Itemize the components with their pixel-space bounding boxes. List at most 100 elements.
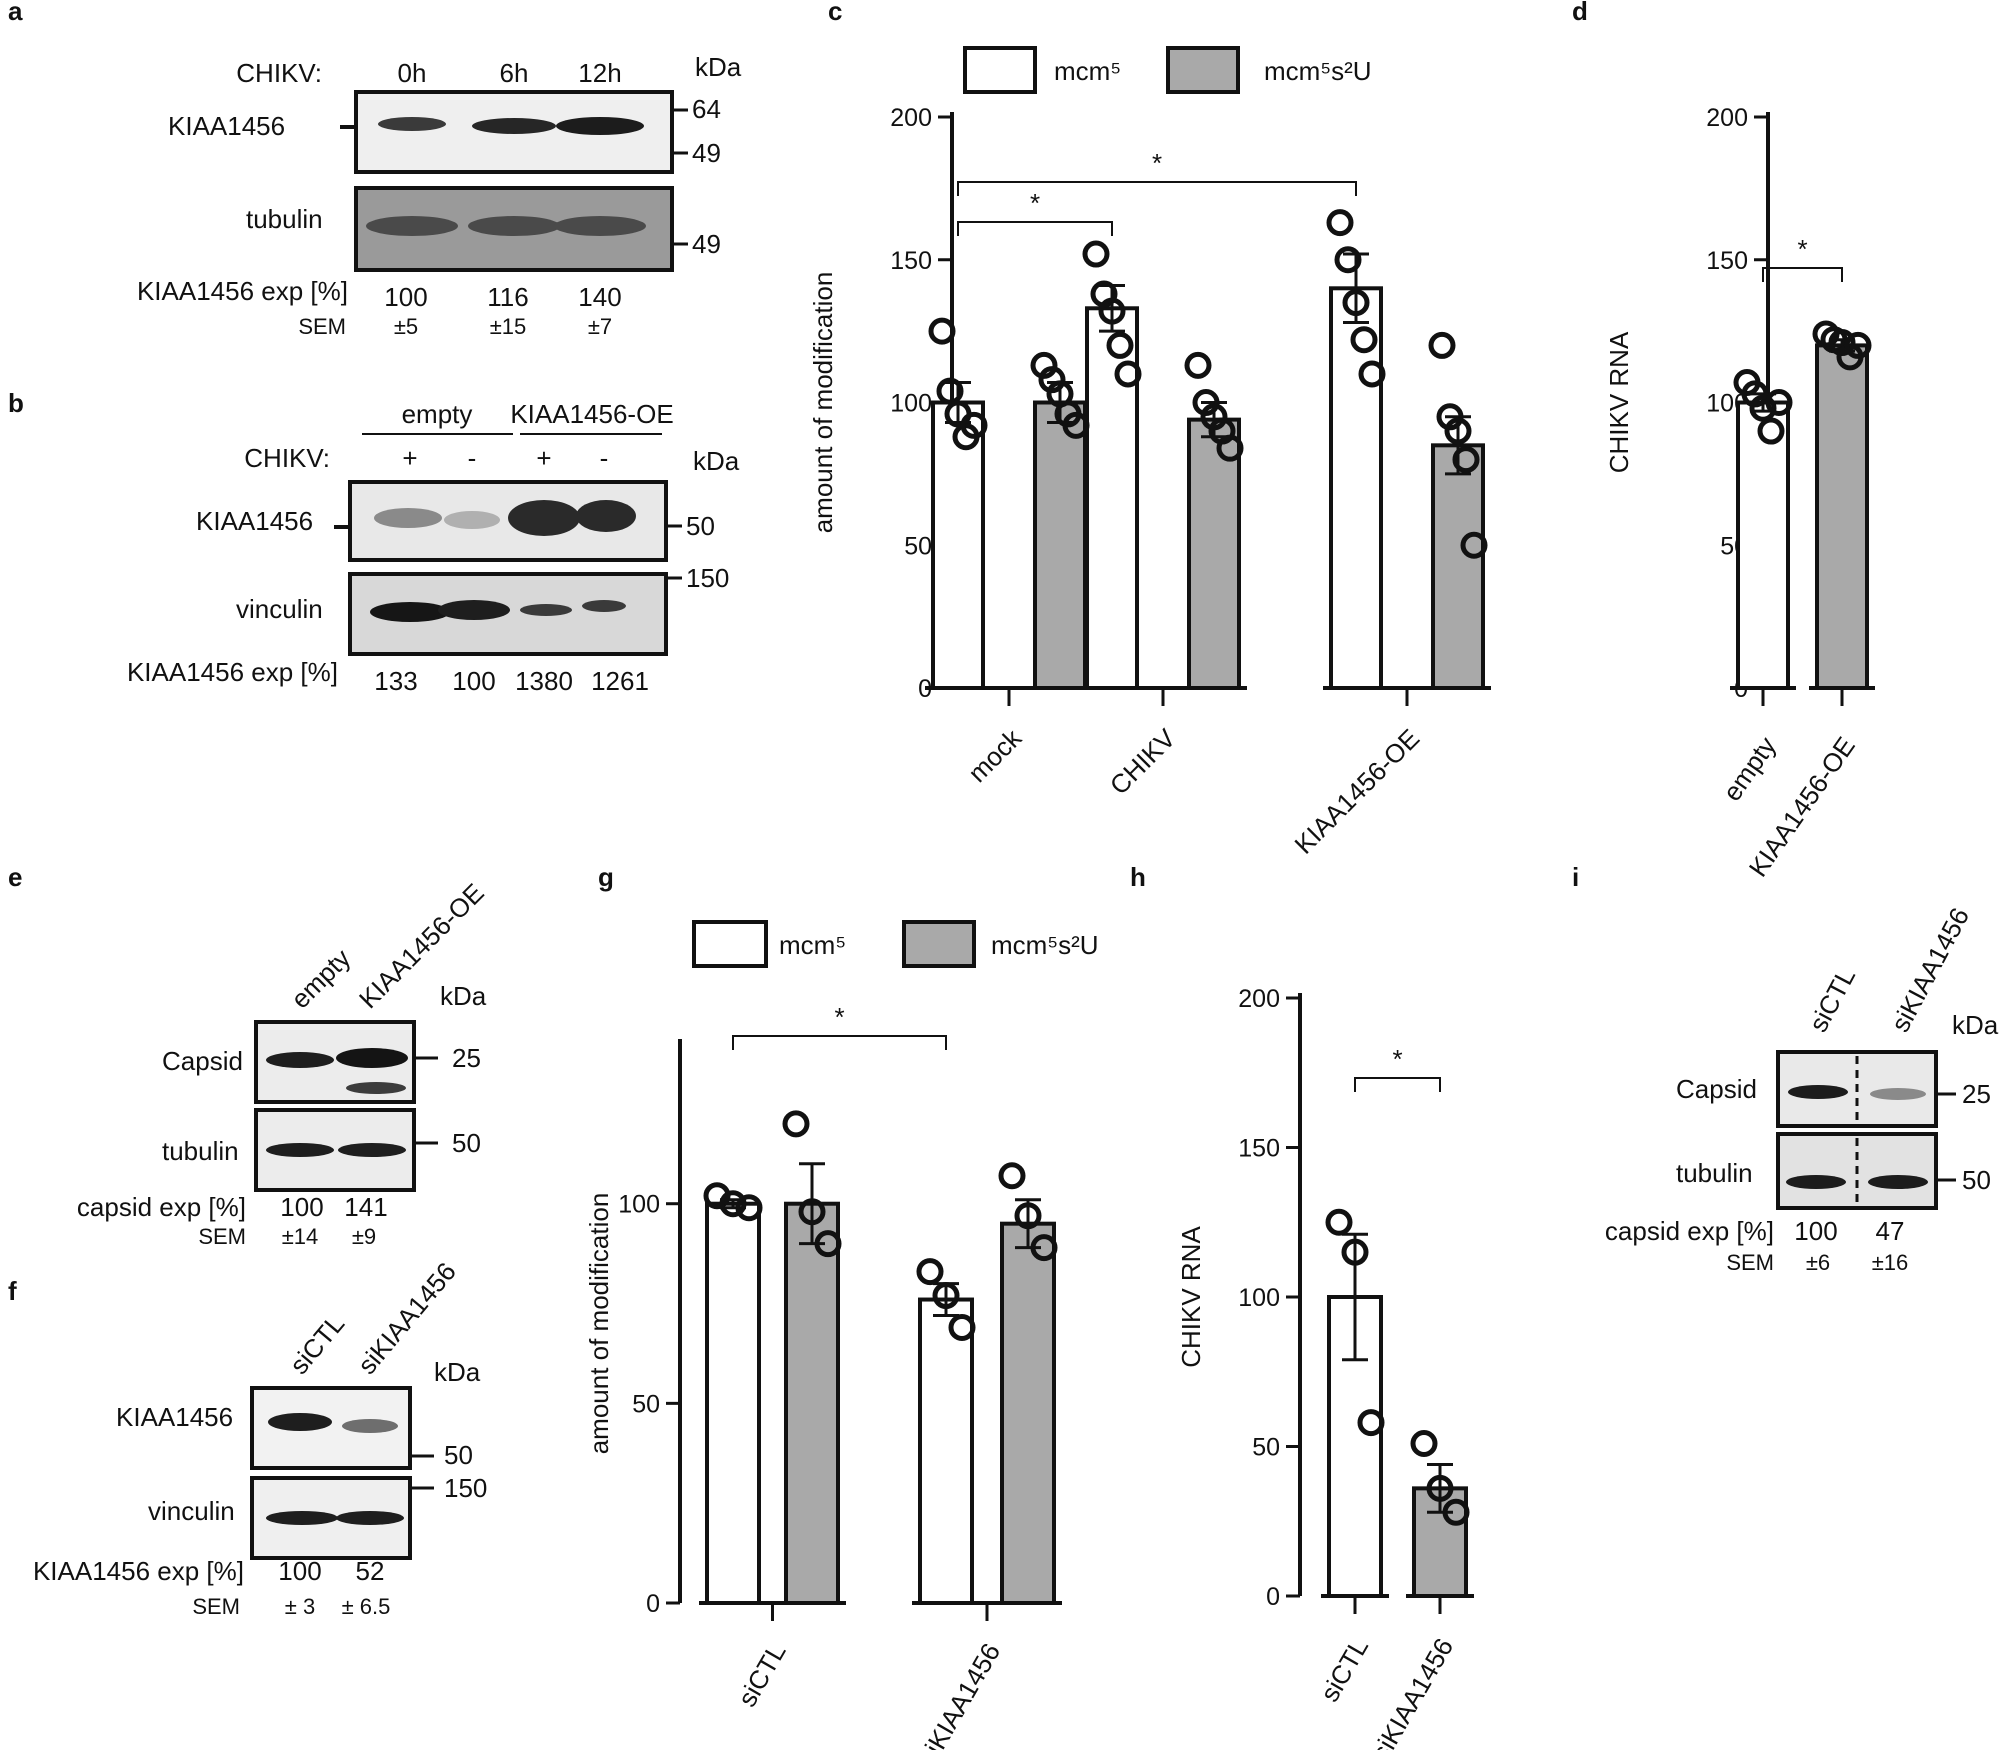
significance-bracket xyxy=(957,221,1113,236)
lane-sign: + xyxy=(402,443,417,473)
data-point xyxy=(960,411,988,439)
x-tick-label: KIAA1456-OE xyxy=(1289,723,1426,860)
data-point xyxy=(1325,1208,1353,1236)
panel-letter-b: b xyxy=(8,388,24,418)
y-tick-label: 200 xyxy=(1238,985,1280,1013)
data-point xyxy=(1350,326,1378,354)
data-point xyxy=(1334,246,1362,274)
marker-label: 49 xyxy=(692,229,721,259)
panel-letter-h: h xyxy=(1130,862,1146,892)
significance-bracket xyxy=(957,181,1357,196)
sem-value: ±7 xyxy=(588,314,612,339)
data-point xyxy=(1765,389,1793,416)
data-point xyxy=(1357,1409,1385,1437)
data-point xyxy=(814,1230,842,1258)
bar xyxy=(1187,417,1241,690)
marker-label: 50 xyxy=(686,511,715,541)
band xyxy=(378,117,446,131)
y-tick-label: 200 xyxy=(1706,104,1748,132)
sem-value: ± 3 xyxy=(285,1594,315,1619)
quant-value: 116 xyxy=(487,282,528,312)
sem-value: ± 6.5 xyxy=(342,1594,391,1619)
band xyxy=(582,600,626,612)
panel-i: i siCTL siKIAA1456 kDa Capsid tubulin 25… xyxy=(1572,862,1999,1275)
marker-label: 50 xyxy=(452,1128,481,1158)
marker-label: 49 xyxy=(692,138,721,168)
significance-star: * xyxy=(1392,1044,1402,1074)
band xyxy=(472,118,556,134)
x-tick-label: CHIKV xyxy=(1104,723,1182,801)
band xyxy=(1870,1088,1926,1100)
band-label: KIAA1456 xyxy=(196,506,313,536)
sem-label: SEM xyxy=(1726,1250,1774,1275)
band-label: Capsid xyxy=(162,1046,243,1076)
data-point xyxy=(1341,1238,1369,1266)
data-point xyxy=(1098,297,1126,325)
panel-b: b empty KIAA1456-OE CHIKV: + - + - kDa K… xyxy=(8,388,740,696)
data-point xyxy=(735,1194,763,1222)
x-tick-label: siKIAA1456 xyxy=(1365,1633,1459,1750)
data-point xyxy=(1428,331,1456,359)
panel-e: e empty KIAA1456-OE kDa Capsid tubulin 2… xyxy=(8,862,490,1249)
marker-label: 50 xyxy=(1962,1165,1991,1195)
panel-letter-g: g xyxy=(598,862,614,892)
panel-a: a CHIKV: 0h 6h 12h kDa KIAA1456 tubulin … xyxy=(8,0,742,339)
marker-label: 150 xyxy=(444,1473,487,1503)
marker-label: 150 xyxy=(686,563,729,593)
panel-letter-d: d xyxy=(1572,0,1588,26)
quant-value: 100 xyxy=(280,1192,323,1222)
marker-label: 64 xyxy=(692,94,721,124)
lane-label: 12h xyxy=(578,58,621,88)
significance-star: * xyxy=(1797,234,1807,264)
quant-label: KIAA1456 exp [%] xyxy=(33,1556,244,1586)
bar xyxy=(931,400,985,690)
band-label: KIAA1456 xyxy=(168,111,285,141)
quant-value: 1380 xyxy=(515,666,573,696)
bar xyxy=(784,1201,840,1605)
band xyxy=(266,1511,338,1525)
significance-star: * xyxy=(834,1002,844,1032)
band xyxy=(266,1052,334,1068)
panel-letter-i: i xyxy=(1572,862,1579,892)
lane-label: siCTL xyxy=(284,1309,351,1380)
data-point xyxy=(1114,360,1142,388)
band xyxy=(336,1511,404,1525)
data-point xyxy=(1452,446,1480,474)
sem-value: ±5 xyxy=(394,314,418,339)
quant-value: 133 xyxy=(374,666,417,696)
data-point xyxy=(1082,240,1110,268)
data-point xyxy=(916,1258,944,1286)
band xyxy=(508,500,580,536)
quant-value: 100 xyxy=(452,666,495,696)
y-tick-label: 0 xyxy=(646,1590,660,1618)
significance-star: * xyxy=(1030,188,1040,218)
legend-label: mcm⁵ xyxy=(1054,56,1121,86)
band xyxy=(346,1082,406,1094)
bar xyxy=(1000,1221,1056,1606)
band xyxy=(366,216,458,236)
band-label: KIAA1456 xyxy=(116,1402,233,1432)
y-axis-label: CHIKV RNA xyxy=(1176,1226,1206,1368)
y-axis-label: amount of modification xyxy=(808,272,838,534)
band-label: tubulin xyxy=(1676,1158,1753,1188)
data-point xyxy=(719,1190,747,1218)
data-point xyxy=(1106,331,1134,359)
data-point xyxy=(932,1282,960,1310)
band xyxy=(1786,1175,1846,1189)
x-tick-label: mock xyxy=(962,722,1028,788)
data-point xyxy=(1326,209,1354,237)
significance-star: * xyxy=(1152,148,1162,178)
data-point xyxy=(1749,394,1777,422)
marker-label: 50 xyxy=(444,1440,473,1470)
kda-label: kDa xyxy=(1952,1010,1999,1040)
data-point xyxy=(1460,531,1488,559)
data-point xyxy=(1444,417,1472,445)
panel-letter-c: c xyxy=(828,0,842,26)
sem-value: ±16 xyxy=(1872,1250,1909,1275)
y-tick-label: 200 xyxy=(890,104,932,132)
bar xyxy=(1431,443,1485,691)
